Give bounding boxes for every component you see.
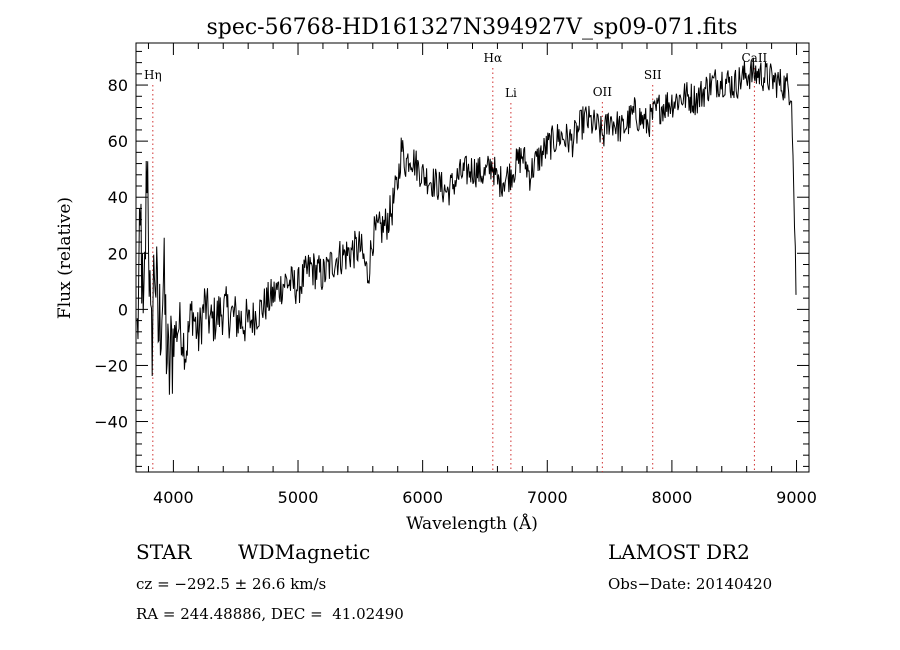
redshift-velocity: cz = −292.5 ± 26.6 km/s xyxy=(136,575,327,593)
survey-name: LAMOST DR2 xyxy=(608,540,750,564)
sky-coordinates: RA = 244.48886, DEC = 41.02490 xyxy=(136,605,404,623)
y-tick-label: −20 xyxy=(94,356,128,375)
spectral-line-label: OII xyxy=(593,85,613,99)
x-tick-label: 9000 xyxy=(776,488,817,507)
spectral-line-label: CaII xyxy=(741,51,767,65)
spectral-line-label: Li xyxy=(505,86,517,100)
y-tick-label: 60 xyxy=(108,132,128,151)
y-tick-label: 40 xyxy=(108,188,128,207)
spectrum-line xyxy=(136,57,797,395)
y-tick-label: 20 xyxy=(108,244,128,263)
x-tick-label: 6000 xyxy=(402,488,443,507)
y-tick-label: −40 xyxy=(94,413,128,432)
y-tick-label: 80 xyxy=(108,76,128,95)
chart-title: spec-56768-HD161327N394927V_sp09-071.fit… xyxy=(206,15,737,40)
x-axis-label: Wavelength (Å) xyxy=(406,513,538,534)
x-tick-label: 5000 xyxy=(278,488,319,507)
plot-frame xyxy=(135,42,810,473)
y-tick-label: 0 xyxy=(118,300,128,319)
spectral-line-label: Hη xyxy=(144,68,162,82)
observation-date: Obs−Date: 20140420 xyxy=(608,575,773,593)
object-subclass: WDMagnetic xyxy=(238,540,371,564)
y-axis-label: Flux (relative) xyxy=(55,197,75,319)
x-tick-label: 4000 xyxy=(153,488,194,507)
spectral-line-label: SII xyxy=(644,68,662,82)
spectral-line-label: Hα xyxy=(484,51,503,65)
object-type: STAR xyxy=(136,540,192,564)
axis-ticks xyxy=(136,43,809,472)
tick-labels: 4000 5000 6000 7000 8000 9000 −40 −20 0 20 40 60 80 xyxy=(94,76,817,507)
x-tick-label: 7000 xyxy=(527,488,568,507)
spectral-line-markers: Hη Hα Li OII SII CaII xyxy=(144,51,768,472)
x-tick-label: 8000 xyxy=(652,488,693,507)
